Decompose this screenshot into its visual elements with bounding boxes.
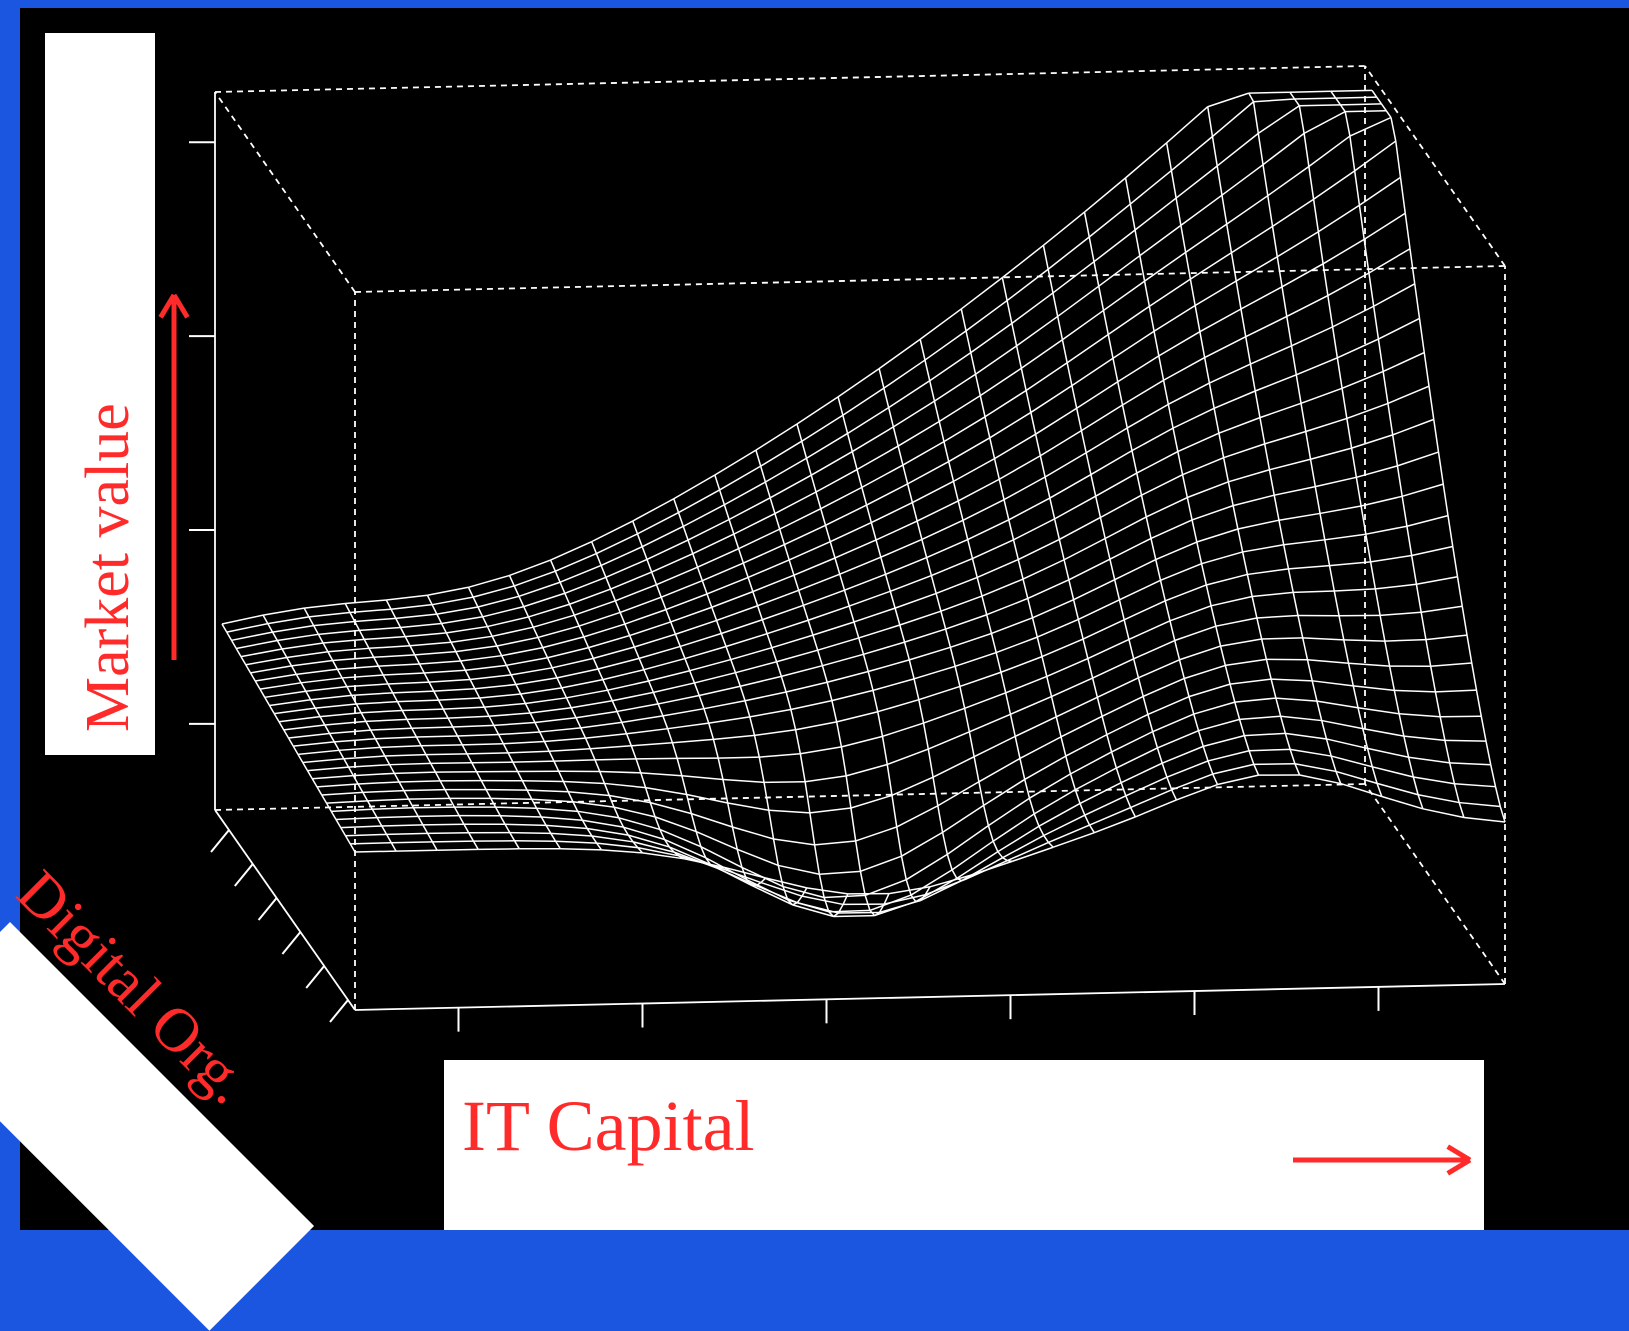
arrow-layer <box>0 0 1629 1230</box>
it-capital-arrow <box>1293 1147 1470 1174</box>
market-value-arrow <box>161 295 188 660</box>
